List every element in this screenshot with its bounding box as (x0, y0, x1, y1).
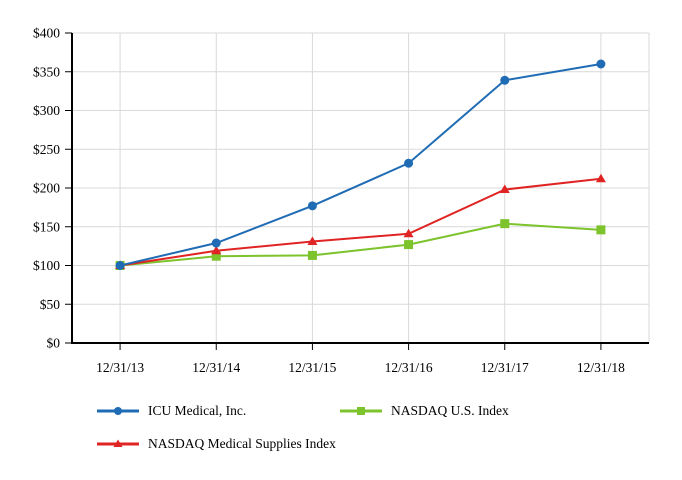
legend-item-label: NASDAQ U.S. Index (391, 403, 509, 418)
data-point-marker (115, 261, 125, 270)
x-axis-tick-label: 12/31/18 (577, 360, 625, 375)
data-point-marker (404, 240, 414, 250)
x-axis-tick-label: 12/31/13 (96, 360, 144, 375)
axis-labels: $0 $50 $100 $150 $200 $250 $300 $350 $400 12/31/1… (33, 26, 625, 376)
data-point-marker (403, 228, 414, 238)
series-path (119, 177, 602, 267)
triangle-marker-icon (97, 439, 139, 447)
data-point-marker (114, 406, 122, 415)
x-axis-tick-label: 12/31/16 (385, 360, 433, 375)
y-axis-tick-label: $300 (33, 103, 60, 118)
y-axis-tick-label: $250 (33, 142, 60, 157)
x-axis-tick-label: 12/31/15 (288, 360, 336, 375)
data-point-marker (113, 439, 123, 447)
data-point-marker (307, 201, 317, 211)
y-axis-tick-label: $200 (33, 181, 60, 196)
data-point-marker (211, 245, 222, 255)
x-axis-tick-label: 12/31/14 (192, 360, 240, 375)
legend-item-nasdaq-u-s-index: NASDAQ U.S. Index (340, 403, 509, 418)
square-marker-icon (340, 406, 382, 415)
legend-item-icu-medical-inc: ICU Medical, Inc. (97, 403, 246, 418)
legend-item-nasdaq-medical-supplies-index: NASDAQ Medical Supplies Index (97, 436, 336, 451)
data-point-marker (595, 173, 606, 183)
data-point-marker (500, 75, 510, 85)
y-axis-tick-label: $400 (33, 26, 60, 41)
data-point-marker (307, 236, 318, 245)
y-axis-tick-label: $0 (47, 336, 61, 351)
y-axis-tick-label: $150 (33, 219, 60, 234)
data-point-marker (500, 219, 510, 229)
data-point-marker (499, 184, 510, 194)
chart-legend: ICU Medical, Inc. NASDAQ U.S. Index NASDAQ… (97, 403, 657, 463)
y-axis-tick-label: $350 (33, 64, 60, 79)
y-axis-tick-label: $100 (33, 258, 60, 273)
data-point-marker (211, 238, 221, 248)
series-path (119, 222, 601, 267)
data-point-marker (596, 59, 606, 69)
legend-item-label: ICU Medical, Inc. (148, 403, 247, 418)
data-point-marker (211, 251, 221, 261)
data-point-marker (307, 250, 317, 260)
y-axis-tick-label: $50 (40, 297, 61, 312)
data-point-marker (357, 406, 365, 415)
series-line-icu-medical-inc (115, 59, 606, 270)
axes (65, 32, 649, 350)
circle-marker-icon (97, 406, 139, 415)
data-point-marker (404, 158, 414, 168)
gridlines (72, 32, 650, 343)
data-point-marker (596, 225, 606, 235)
series-path (119, 63, 602, 267)
legend-item-label: NASDAQ Medical Supplies Index (148, 436, 336, 451)
x-axis-tick-label: 12/31/17 (481, 360, 529, 375)
